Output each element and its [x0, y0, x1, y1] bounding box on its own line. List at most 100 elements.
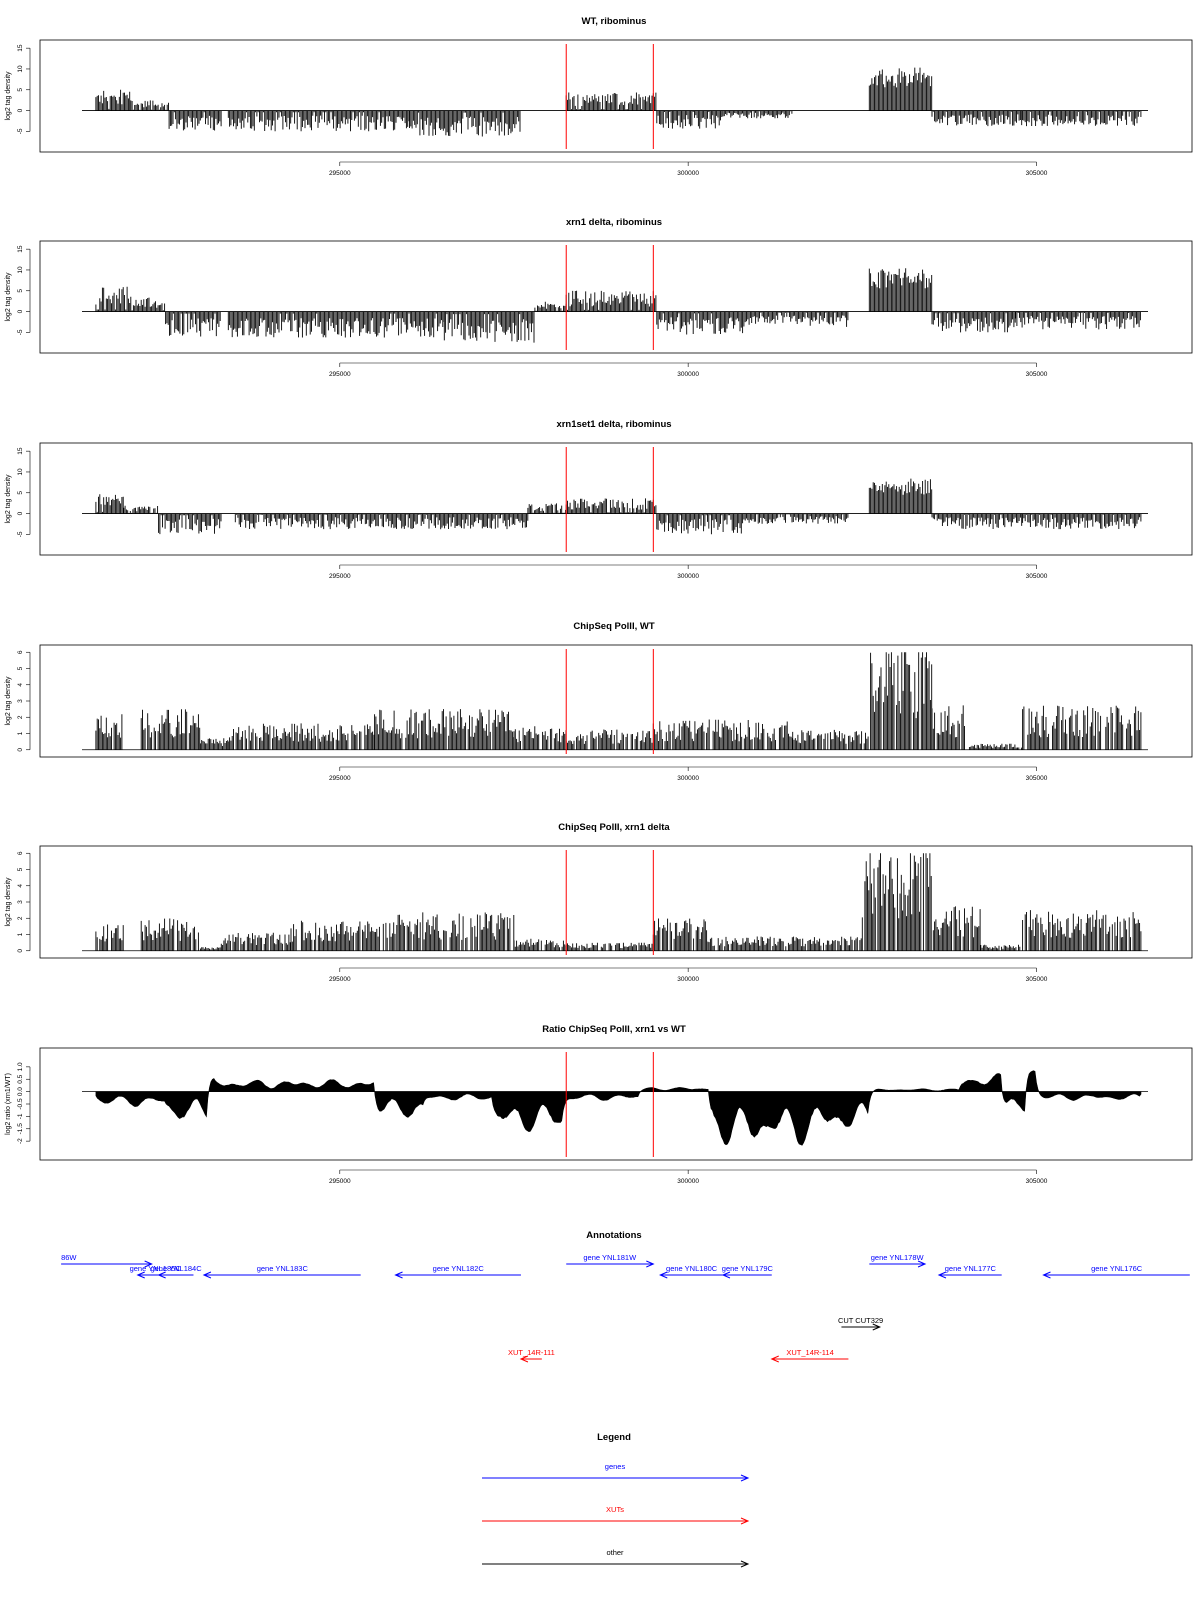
arrow-head [202, 1271, 212, 1279]
x-tick-label: 295000 [329, 371, 351, 378]
signal-region [565, 729, 653, 750]
signal-bars [123, 505, 159, 514]
panel-title: xrn1 delta, ribominus [566, 217, 662, 228]
panel-6: Ratio ChipSeq PolII, xrn1 vs WT -2 -1.5 -1 -… [5, 1024, 1193, 1185]
arrow-head [144, 1260, 153, 1268]
arrow-head [770, 1355, 779, 1363]
feature-genes: 86W [61, 1253, 153, 1268]
legend-panel: Legend genes XUTs other [482, 1432, 750, 1568]
feature-genes: gene YNL181W [566, 1253, 655, 1268]
signal-bars [513, 938, 567, 951]
signal-region [374, 709, 515, 750]
signal-bars [95, 714, 123, 750]
arrow-head [740, 1560, 750, 1568]
y-axis-label: log2 tag density [5, 676, 12, 726]
signal-bars [708, 936, 862, 951]
signal-bars [931, 110, 1023, 127]
feature-label: gene YNL177C [945, 1264, 997, 1273]
signal-region [165, 311, 221, 337]
y-tick-label: 10 [17, 65, 24, 73]
signal-bars [158, 513, 222, 535]
signal-region [861, 853, 932, 951]
y-tick-label: 1 [17, 932, 24, 936]
y-tick-label: 10 [17, 266, 24, 274]
signal-bars [565, 92, 657, 111]
y-tick-label: 2 [17, 916, 24, 920]
signal-bars [513, 726, 567, 750]
x-tick-label: 300000 [677, 976, 699, 983]
signal-region [868, 67, 933, 111]
feature-genes: gene YNL184C [150, 1264, 202, 1279]
signal-region [708, 936, 862, 951]
feature-xuts: XUT_14R-114 [770, 1348, 849, 1363]
signal-bars [165, 311, 221, 337]
feature-label: XUT_14R-111 [508, 1348, 555, 1357]
signal-region [227, 110, 410, 132]
signal-bars [140, 709, 201, 750]
signal-region [870, 652, 933, 750]
plot-frame [39, 644, 1193, 758]
feature-label: XUT_14R-114 [786, 1348, 833, 1357]
x-tick-label: 300000 [677, 775, 699, 782]
signal-bars [722, 110, 793, 119]
arrow-head [646, 1260, 655, 1268]
arrow-head [937, 1271, 947, 1279]
signal-region [931, 705, 965, 750]
x-tick-label: 305000 [1026, 573, 1048, 580]
panel-3: xrn1set1 delta, ribominus -5 0 5 10 15 log2 ta… [5, 419, 1193, 580]
signal-bars [290, 920, 396, 951]
signal-bars [652, 719, 793, 750]
signal-track [95, 1070, 1142, 1146]
signal-region [123, 505, 159, 514]
feature-label: gene YNL176C [1091, 1264, 1143, 1273]
arrow-head [136, 1271, 145, 1279]
y-tick-label: 6 [17, 851, 24, 855]
x-tick-label: 295000 [329, 976, 351, 983]
x-tick-label: 295000 [329, 573, 351, 580]
signal-region [656, 110, 723, 129]
signal-region [513, 726, 567, 750]
signal-region [968, 743, 1022, 750]
signal-region [868, 268, 933, 312]
x-tick-label: 305000 [1026, 976, 1048, 983]
legend-entry-xuts: XUTs [482, 1505, 750, 1525]
panel-title: xrn1set1 delta, ribominus [556, 419, 671, 430]
signal-region [652, 918, 709, 951]
signal-track [95, 652, 1142, 750]
signal-region [95, 89, 131, 111]
signal-region [443, 311, 535, 343]
y-axis-label: log2 tag density [5, 272, 12, 322]
signal-region [1022, 110, 1142, 127]
plot-frame [39, 240, 1193, 354]
y-tick-label: 3 [17, 699, 24, 703]
signal-region [565, 92, 657, 111]
signal-region [409, 513, 529, 530]
arrow-head [721, 1271, 731, 1279]
signal-region [227, 311, 445, 338]
signal-bars [743, 513, 849, 524]
y-tick-label: 5 [17, 289, 24, 293]
signal-bars [95, 494, 124, 514]
signal-region [931, 513, 1023, 529]
signal-region [656, 311, 744, 335]
arrow-head [1042, 1271, 1051, 1279]
legend-title: Legend [597, 1432, 631, 1443]
y-tick-label: 0 [17, 511, 24, 515]
signal-bars [868, 268, 933, 312]
signal-region [220, 932, 291, 951]
legend-entries: genes XUTs other [482, 1462, 750, 1568]
arrow-head [740, 1517, 750, 1525]
signal-bars [527, 503, 567, 514]
signal-bars [409, 110, 521, 137]
signal-region [565, 498, 657, 514]
x-tick-label: 295000 [329, 775, 351, 782]
signal-bars [1022, 513, 1142, 530]
x-tick-label: 300000 [677, 573, 699, 580]
legend-entry-other: other [482, 1548, 750, 1568]
signal-bars [870, 652, 933, 750]
signal-bars [1022, 110, 1142, 127]
feature-label: gene YNL180C [666, 1264, 718, 1273]
signal-region [652, 719, 793, 750]
signal-track [95, 67, 1142, 137]
feature-other: CUT CUT329 [838, 1316, 883, 1331]
